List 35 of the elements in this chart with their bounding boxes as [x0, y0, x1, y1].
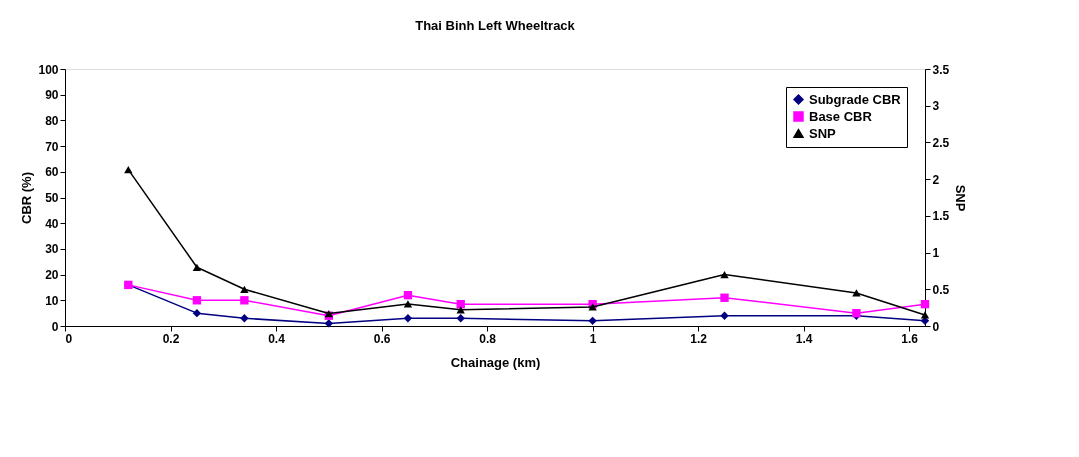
y-tick-label: 100 [38, 62, 59, 77]
x-tick-label: 1.4 [795, 331, 813, 346]
x-tick-label: 0.8 [479, 331, 497, 346]
y-tick-label: 70 [45, 139, 59, 154]
legend-label: Base CBR [809, 108, 873, 124]
y-tick-label: 90 [45, 88, 59, 103]
y-tick-label: 0 [51, 319, 59, 334]
x-tick-label: 0.2 [162, 331, 180, 346]
y2-tick-label: 3.5 [932, 62, 950, 77]
y2-tick-label: 3 [932, 99, 940, 114]
y2-tick-label: 2.5 [932, 135, 950, 150]
y-tick-label: 60 [45, 165, 59, 180]
y2-axis-title: SNP [953, 184, 969, 212]
y2-tick-label: 1.5 [932, 209, 950, 224]
x-tick-label: 1.6 [901, 331, 919, 346]
x-axis-title: Chainage (km) [450, 354, 541, 370]
y2-tick-label: 0 [932, 319, 940, 334]
y2-tick-label: 2 [932, 172, 940, 187]
legend-label: Subgrade CBR [809, 91, 902, 107]
x-tick-label: 0.4 [268, 331, 286, 346]
y2-tick-label: 0.5 [932, 282, 950, 297]
y-tick-label: 20 [45, 268, 59, 283]
y-tick-label: 50 [45, 191, 59, 205]
x-tick-label: 1 [589, 331, 597, 346]
y2-tick-label: 1 [932, 246, 940, 261]
y-tick-label: 30 [45, 242, 59, 257]
x-tick-label: 1.2 [690, 331, 708, 346]
y-axis-title: CBR (%) [19, 172, 35, 224]
chart-title: Thai Binh Left Wheeltrack [415, 18, 576, 33]
x-tick-label: 0.6 [373, 331, 391, 346]
y-tick-label: 10 [45, 293, 59, 308]
legend-label: SNP [809, 125, 837, 141]
y-tick-label: 40 [45, 216, 59, 231]
y-tick-label: 80 [45, 113, 59, 128]
x-tick-label: 0 [65, 331, 73, 346]
